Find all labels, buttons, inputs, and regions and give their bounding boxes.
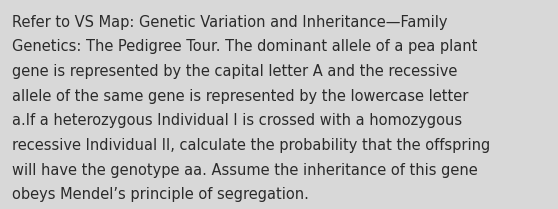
Text: obeys Mendel’s principle of segregation.: obeys Mendel’s principle of segregation.: [12, 187, 309, 202]
Text: Genetics: The Pedigree Tour. The dominant allele of a pea plant: Genetics: The Pedigree Tour. The dominan…: [12, 39, 478, 54]
Text: gene is represented by the capital letter A and the recessive: gene is represented by the capital lette…: [12, 64, 458, 79]
Text: recessive Individual II, calculate the probability that the offspring: recessive Individual II, calculate the p…: [12, 138, 490, 153]
Text: a.If a heterozygous Individual I is crossed with a homozygous: a.If a heterozygous Individual I is cros…: [12, 113, 463, 128]
Text: will have the genotype aa. Assume the inheritance of this gene: will have the genotype aa. Assume the in…: [12, 163, 478, 178]
Text: allele of the same gene is represented by the lowercase letter: allele of the same gene is represented b…: [12, 89, 469, 104]
Text: Refer to VS Map: Genetic Variation and Inheritance—Family: Refer to VS Map: Genetic Variation and I…: [12, 15, 448, 30]
